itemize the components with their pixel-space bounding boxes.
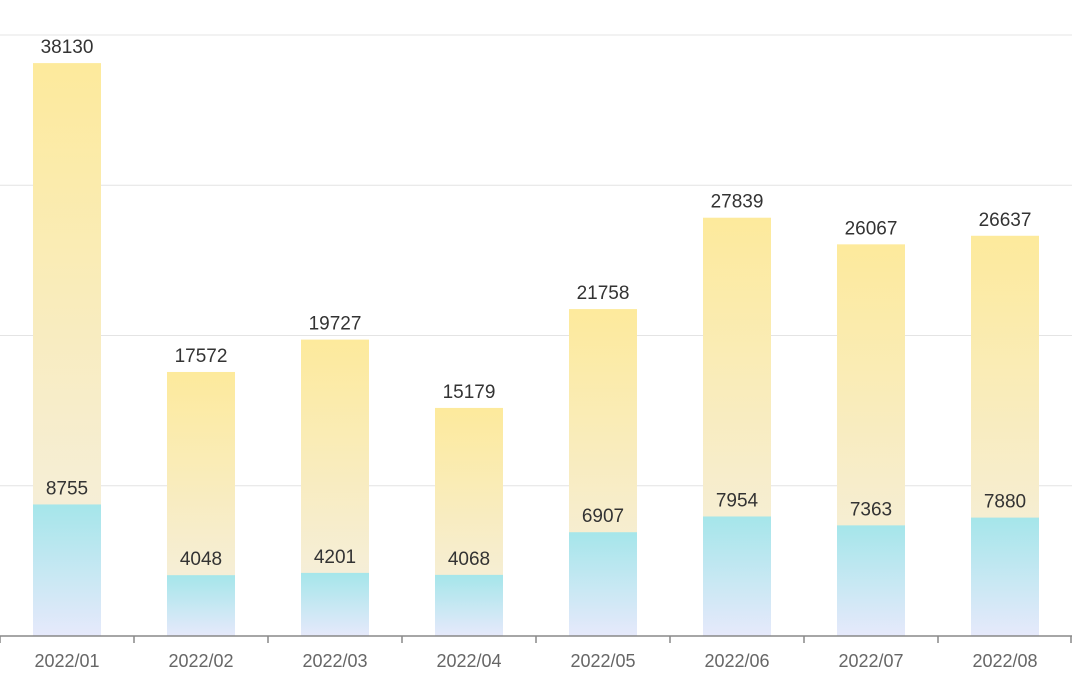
data-label-total: 15179 — [443, 382, 496, 403]
x-tick-label: 2022/07 — [838, 651, 903, 671]
data-label-total: 38130 — [41, 37, 94, 58]
bar-sub — [971, 517, 1039, 636]
x-tick-label: 2022/05 — [570, 651, 635, 671]
data-label-total: 26637 — [979, 210, 1032, 231]
x-axis: 2022/01 2022/02 2022/03 2022/04 2022/05 2022/… — [0, 635, 1072, 671]
data-label-total: 19727 — [309, 314, 362, 335]
gridlines — [0, 34, 1072, 487]
data-label-sub: 4201 — [314, 547, 356, 568]
bar-sub — [703, 516, 771, 636]
data-label-sub: 4068 — [448, 549, 490, 570]
data-label-sub: 7954 — [716, 490, 759, 511]
x-tick-label: 2022/04 — [436, 651, 501, 671]
data-label-total: 17572 — [175, 346, 228, 367]
x-tick-label: 2022/06 — [704, 651, 769, 671]
data-label-total: 26067 — [845, 218, 898, 239]
data-label-sub: 8755 — [46, 478, 88, 499]
x-tick-label: 2022/08 — [972, 651, 1037, 671]
x-tick-label: 2022/02 — [168, 651, 233, 671]
bar-sub — [435, 574, 503, 636]
x-tick-label: 2022/01 — [34, 651, 99, 671]
data-label-sub: 7880 — [984, 492, 1026, 513]
bar-sub — [837, 525, 905, 636]
bar-sub — [33, 504, 101, 636]
bar-sub — [167, 575, 235, 636]
data-label-total: 21758 — [577, 283, 630, 304]
data-label-sub: 4048 — [180, 549, 222, 570]
data-label-sub: 7363 — [850, 499, 892, 520]
data-labels: 38130 8755 17572 4048 19727 4201 15179 4068 2175… — [41, 37, 1032, 570]
data-label-total: 27839 — [711, 192, 764, 213]
data-label-sub: 6907 — [582, 506, 624, 527]
bars — [33, 63, 1039, 637]
bar-sub — [569, 532, 637, 636]
x-tick-label: 2022/03 — [302, 651, 367, 671]
bar-sub — [301, 572, 369, 636]
